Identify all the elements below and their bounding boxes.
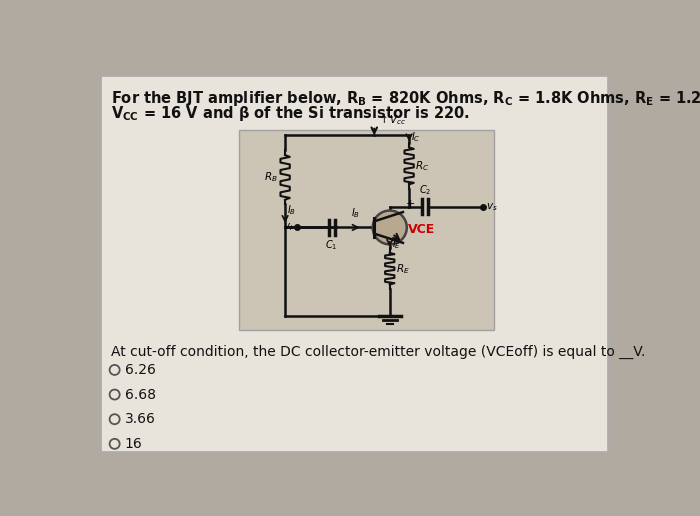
Text: 3.66: 3.66	[125, 412, 155, 426]
Text: 16: 16	[125, 437, 143, 451]
Text: $I_E$: $I_E$	[392, 237, 401, 251]
Text: $I_C$: $I_C$	[412, 130, 421, 143]
Text: $R_E$: $R_E$	[396, 262, 410, 276]
Text: $C_1$: $C_1$	[326, 238, 338, 252]
Text: 6.26: 6.26	[125, 363, 155, 377]
Text: $\mathbf{V_{CC}}$ = 16 V and $\mathbf{\beta}$ of the Si transistor is 220.: $\mathbf{V_{CC}}$ = 16 V and $\mathbf{\b…	[111, 104, 470, 123]
Text: $v_i$: $v_i$	[283, 221, 293, 233]
Text: $\uparrow V_{cc}$: $\uparrow V_{cc}$	[377, 113, 406, 126]
Text: $I_B$: $I_B$	[288, 203, 297, 217]
Text: $C_2$: $C_2$	[419, 183, 432, 197]
Text: VCE: VCE	[408, 222, 435, 235]
Text: $R_B$: $R_B$	[264, 170, 277, 184]
Text: $I_B$: $I_B$	[351, 206, 360, 220]
Text: 6.68: 6.68	[125, 388, 155, 401]
Bar	[239, 130, 494, 330]
Text: $R_C$: $R_C$	[415, 159, 430, 173]
Text: At cut-off condition, the DC collector-emitter voltage (VCEoff) is equal to __V.: At cut-off condition, the DC collector-e…	[111, 345, 645, 360]
Text: +: +	[406, 199, 415, 208]
Text: For the BJT amplifier below, $\mathbf{R_B}$ = 820K Ohms, $\mathbf{R_C}$ = 1.8K O: For the BJT amplifier below, $\mathbf{R_…	[111, 89, 700, 108]
Circle shape	[372, 211, 407, 245]
Text: $v_s$: $v_s$	[486, 201, 498, 213]
